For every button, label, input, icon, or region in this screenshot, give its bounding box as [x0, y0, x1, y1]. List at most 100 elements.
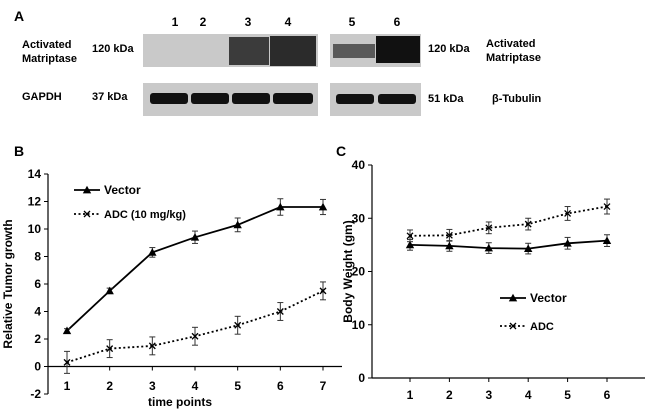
- y-tick-label: 8: [34, 250, 41, 264]
- series-line-adc: [409, 205, 608, 237]
- band-gapdh-lane1: [150, 93, 188, 104]
- data-point-adc: [445, 231, 453, 239]
- data-point-vector: [233, 220, 242, 229]
- band-tubulin-lane5: [336, 94, 374, 104]
- legend-marker-vector: [82, 185, 92, 194]
- blot-matriptase-left: [143, 34, 318, 67]
- data-point-adc: [276, 308, 284, 315]
- band-matriptase-lane3: [229, 37, 269, 65]
- data-point-adc: [106, 345, 114, 353]
- y-tick-label: -2: [30, 387, 41, 401]
- data-point-vector: [563, 239, 572, 247]
- y-tick-label: 0: [358, 371, 365, 385]
- x-tick-label: 2: [446, 388, 453, 402]
- x-tick-label: 2: [106, 379, 113, 393]
- band-matriptase-lane6: [376, 36, 420, 63]
- band-matriptase-lane4: [270, 36, 316, 66]
- panel-c-label: C: [336, 143, 346, 159]
- row1-kda-right: 120 kDa: [428, 43, 470, 55]
- row1-label-right-line2: Matriptase: [486, 52, 541, 64]
- data-point-vector: [318, 202, 328, 211]
- blot-gapdh: [143, 83, 318, 116]
- y-tick-label: 2: [34, 332, 41, 346]
- series-line-adc: [66, 290, 324, 364]
- lane-number-5: 5: [349, 15, 356, 29]
- x-tick-label: 4: [525, 388, 532, 402]
- data-point-vector: [445, 241, 454, 250]
- legend-label-vector: Vector: [104, 183, 141, 197]
- x-tick-label: 4: [192, 379, 199, 393]
- lane-number-2: 2: [200, 15, 207, 29]
- x-tick-label: 5: [564, 388, 571, 402]
- legend-label-adc: ADC (10 mg/kg): [104, 209, 186, 221]
- row2-label-right: β-Tubulin: [492, 93, 542, 105]
- x-tick-label: 6: [277, 379, 284, 393]
- data-point-adc: [564, 209, 572, 217]
- row1-label-right-line1: Activated: [486, 38, 536, 50]
- panel-a-label: A: [14, 8, 24, 24]
- legend-marker-adc: [83, 210, 91, 218]
- x-tick-label: 1: [64, 379, 71, 393]
- lane-number-3: 3: [245, 15, 252, 29]
- y-tick-label: 10: [352, 318, 366, 332]
- x-tick-label: 3: [149, 379, 156, 393]
- legend-marker-vector: [508, 293, 518, 302]
- y-tick-label: 4: [34, 305, 41, 319]
- row2-kda-left: 37 kDa: [92, 91, 128, 103]
- x-axis-label: time points: [148, 395, 212, 409]
- x-tick-label: 1: [407, 388, 414, 402]
- lane-number-4: 4: [285, 15, 292, 29]
- y-tick-label: 10: [28, 222, 42, 236]
- data-point-vector: [484, 243, 493, 252]
- legend-label-adc: ADC: [530, 321, 554, 333]
- data-point-vector: [62, 326, 72, 335]
- panel-b-label: B: [14, 143, 24, 159]
- data-point-vector: [105, 286, 114, 295]
- x-tick-label: 5: [234, 379, 241, 393]
- chart-body-weight: 0 10 20 30 40 1 2 3 4 5 6 Body Weight (gm) Vector ADC: [341, 158, 645, 402]
- y-tick-label: 0: [34, 360, 41, 374]
- row1-label-left-line1: Activated: [22, 39, 72, 51]
- data-point-vector: [524, 244, 533, 252]
- x-tick-label: 6: [604, 388, 611, 402]
- band-matriptase-lane5: [333, 44, 375, 58]
- data-point-vector: [148, 248, 157, 256]
- series-line-vector: [409, 239, 608, 250]
- row2-kda-right: 51 kDa: [428, 93, 464, 105]
- data-point-vector: [190, 233, 200, 241]
- y-tick-label: 30: [352, 211, 366, 225]
- data-point-adc: [234, 321, 242, 329]
- data-point-vector: [405, 240, 415, 249]
- data-point-adc: [524, 220, 532, 228]
- y-tick-label: 12: [28, 195, 42, 209]
- data-point-adc: [63, 358, 71, 366]
- data-point-adc: [148, 342, 156, 350]
- data-point-vector: [276, 202, 285, 211]
- row1-kda-left: 120 kDa: [92, 43, 134, 55]
- blot-matriptase-right: [330, 34, 421, 67]
- y-axis-label: Relative Tumor growth: [1, 219, 15, 348]
- y-tick-label: 20: [352, 265, 366, 279]
- band-gapdh-lane2: [191, 93, 229, 104]
- row1-label-left-line2: Matriptase: [22, 53, 77, 65]
- y-tick-label: 14: [28, 167, 42, 181]
- x-tick-label: 3: [485, 388, 492, 402]
- lane-number-6: 6: [394, 15, 401, 29]
- x-tick-label: 7: [320, 379, 327, 393]
- series-line-vector: [66, 206, 323, 332]
- legend-marker-adc: [509, 322, 517, 330]
- band-tubulin-lane6: [378, 94, 416, 104]
- band-gapdh-lane3: [232, 93, 270, 104]
- data-point-adc: [603, 203, 611, 210]
- data-point-adc: [191, 332, 199, 340]
- row2-label-left: GAPDH: [22, 91, 62, 103]
- data-point-adc: [319, 287, 327, 295]
- blot-tubulin: [330, 83, 421, 116]
- legend-label-vector: Vector: [530, 291, 567, 305]
- band-gapdh-lane4: [273, 93, 313, 104]
- y-tick-label: 40: [352, 158, 366, 172]
- data-point-adc: [485, 224, 493, 232]
- lane-number-1: 1: [172, 15, 179, 29]
